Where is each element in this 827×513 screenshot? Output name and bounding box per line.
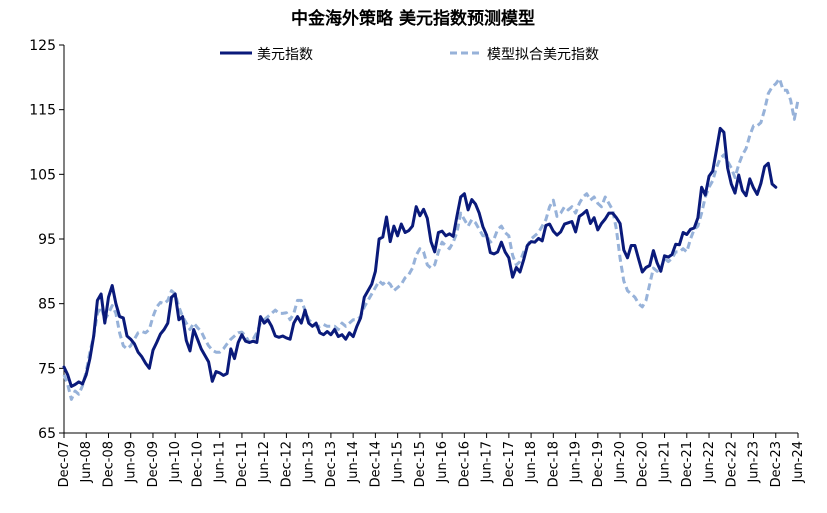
x-tick-label: Dec-20	[635, 441, 650, 487]
x-tick-label: Dec-11	[235, 441, 250, 487]
x-tick-label: Jun-15	[391, 441, 406, 484]
y-tick-label: 85	[38, 297, 56, 313]
x-tick-label: Jun-20	[613, 441, 628, 484]
x-tick-label: Dec-21	[680, 441, 695, 487]
x-tick-label: Dec-08	[101, 441, 116, 487]
x-tick-label: Jun-09	[124, 441, 139, 484]
x-tick-label: Jun-23	[747, 441, 762, 484]
y-tick-label: 115	[29, 103, 56, 119]
axes: 65 75 85 95 105 115 125 Dec-07 Jun-08 Dec-08 Jun-0…	[29, 38, 806, 487]
x-tick-label: Jun-22	[702, 441, 717, 484]
x-tick-label: Dec-23	[769, 441, 784, 487]
x-tick-label: Jun-11	[213, 441, 228, 484]
x-tick-label: Dec-22	[724, 441, 739, 487]
legend-label-model: 模型拟合美元指数	[487, 47, 599, 63]
y-tick-label: 95	[38, 232, 56, 248]
x-tick-label: Jun-19	[569, 441, 584, 484]
x-tick-label: Jun-16	[435, 441, 450, 484]
x-tick-label: Dec-17	[502, 441, 517, 487]
x-tick-label: Dec-10	[190, 441, 205, 487]
x-tick-label: Dec-18	[546, 441, 561, 487]
y-tick-label: 75	[38, 361, 56, 377]
x-tick-label: Jun-12	[257, 441, 272, 484]
x-tick-label: Jun-13	[302, 441, 317, 484]
x-tick-label: Dec-12	[279, 441, 294, 487]
legend: 美元指数 模型拟合美元指数	[220, 47, 599, 63]
x-tick-label: Dec-16	[457, 441, 472, 487]
series-layer	[62, 77, 800, 401]
x-tick-label: Jun-18	[524, 441, 539, 484]
series-line-model-fit	[62, 77, 800, 401]
x-tick-label: Jun-17	[480, 441, 495, 484]
x-tick-label: Dec-19	[591, 441, 606, 487]
series-line-dollar-index	[62, 126, 778, 388]
y-tick-label: 65	[38, 426, 56, 442]
x-tick-label: Dec-15	[413, 441, 428, 487]
x-tick-label: Jun-08	[79, 441, 94, 484]
y-tick-label: 125	[29, 38, 56, 54]
x-tick-label: Dec-14	[368, 441, 383, 487]
y-tick-label: 105	[29, 167, 56, 183]
x-tick-label: Dec-09	[146, 441, 161, 487]
x-tick-label: Jun-10	[168, 441, 183, 484]
chart-title: 中金海外策略 美元指数预测模型	[291, 8, 535, 29]
x-tick-label: Dec-13	[324, 441, 339, 487]
x-tick-label: Jun-21	[658, 441, 673, 484]
legend-label-actual: 美元指数	[257, 47, 313, 63]
x-tick-label: Jun-24	[791, 441, 806, 484]
x-tick-label: Jun-14	[346, 441, 361, 484]
x-tick-label: Dec-07	[57, 441, 72, 487]
